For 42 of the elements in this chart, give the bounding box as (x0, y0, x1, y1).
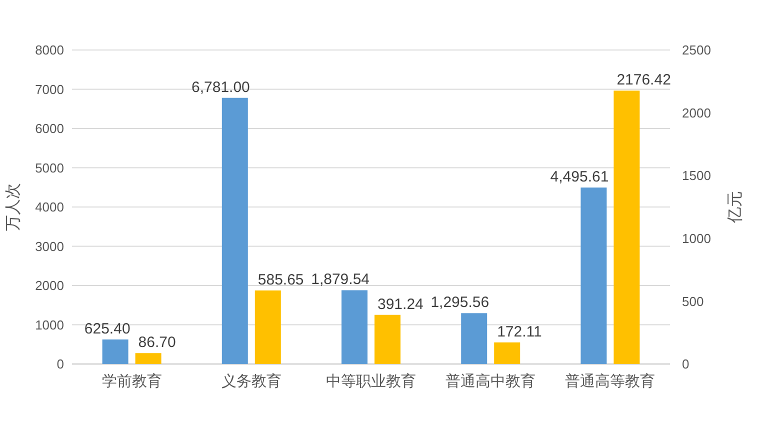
y-tick-label: 4000 (35, 200, 64, 215)
data-label: 6,781.00 (192, 78, 250, 96)
x-tick-label: 普通高中教育 (446, 373, 536, 390)
x-tick-label: 义务教育 (221, 373, 282, 390)
data-label: 585.65 (258, 271, 304, 288)
bar (461, 313, 488, 364)
bar (494, 342, 520, 364)
y-axis-title: 万人次 (5, 183, 22, 231)
data-label: 1,879.54 (311, 271, 370, 288)
bar (222, 98, 248, 364)
y2-axis-title: 亿元 (727, 191, 744, 224)
data-label: 4,495.61 (550, 168, 609, 186)
y2-tick-label: 1500 (682, 168, 711, 184)
y-tick-label: 1000 (35, 317, 64, 332)
data-label: 1,295.56 (430, 294, 490, 312)
y-tick-label: 2000 (35, 278, 64, 294)
y-tick-label: 7000 (35, 82, 64, 97)
data-label: 2176.42 (616, 72, 671, 89)
x-tick-label: 中等职业教育 (326, 373, 416, 390)
y-tick-label: 3000 (35, 238, 64, 254)
y2-tick-label: 2500 (682, 42, 711, 58)
bar (580, 188, 607, 364)
y2-tick-label: 1000 (682, 230, 711, 246)
y-tick-label: 6000 (35, 121, 64, 136)
x-tick-label: 学前教育 (102, 373, 162, 390)
y-tick-label: 8000 (35, 42, 64, 58)
y-tick-label: 5000 (35, 160, 64, 176)
data-label: 172.11 (497, 323, 542, 340)
x-tick-label: 普通高等教育 (565, 373, 656, 390)
bar (614, 90, 640, 364)
bar (342, 290, 368, 364)
bar (254, 290, 281, 364)
y-tick-label: 0 (56, 356, 64, 372)
y2-tick-label: 0 (682, 356, 690, 372)
bar (102, 339, 128, 364)
data-label: 625.40 (84, 320, 130, 338)
y2-tick-label: 2000 (682, 105, 711, 120)
data-label: 86.70 (138, 334, 176, 352)
y2-tick-label: 500 (682, 294, 704, 309)
bar (135, 353, 162, 364)
bar (374, 314, 400, 364)
data-label: 391.24 (378, 296, 424, 313)
